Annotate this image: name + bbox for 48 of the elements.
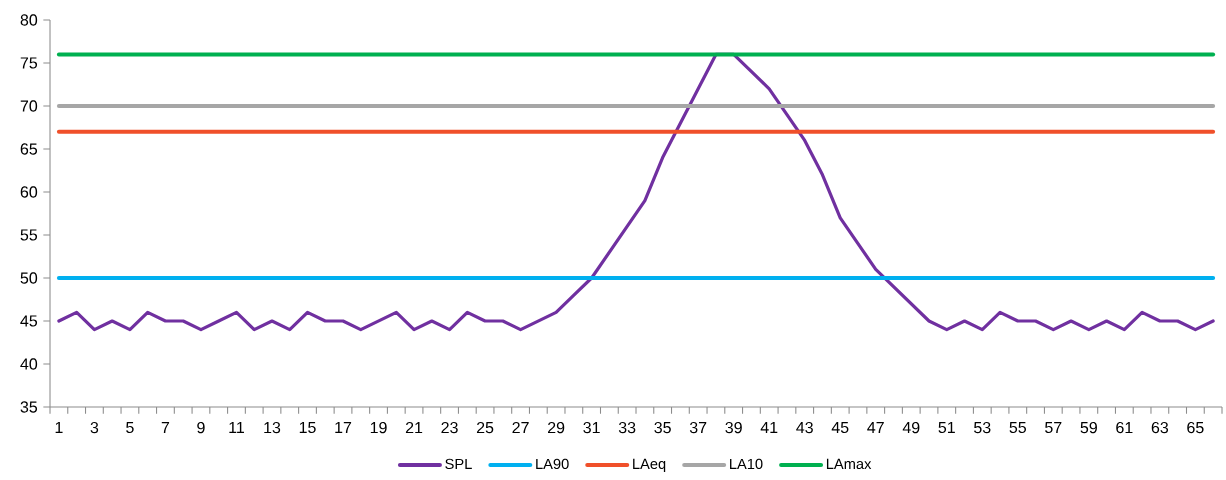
x-tick-label: 37 bbox=[689, 421, 707, 434]
y-tick-label: 50 bbox=[20, 272, 38, 284]
x-tick-label: 59 bbox=[1080, 421, 1097, 434]
y-tick-label: 65 bbox=[20, 143, 38, 155]
x-tick-label: 27 bbox=[512, 421, 529, 434]
x-tick-label: 9 bbox=[197, 421, 205, 434]
x-tick-label: 35 bbox=[654, 421, 671, 434]
x-tick-label: 25 bbox=[476, 421, 494, 434]
x-tick-label: 1 bbox=[55, 421, 63, 433]
x-tick-label: 5 bbox=[126, 421, 134, 434]
x-tick-label: 3 bbox=[90, 421, 99, 434]
x-tick-label: 43 bbox=[796, 421, 813, 434]
x-tick-label: 13 bbox=[264, 421, 281, 434]
x-tick-label: 31 bbox=[583, 421, 600, 434]
x-tick-label: 29 bbox=[548, 421, 565, 434]
x-tick-label: 17 bbox=[335, 421, 352, 433]
y-tick-label: 60 bbox=[20, 186, 38, 198]
x-tick-label: 41 bbox=[760, 421, 778, 433]
x-tick-label: 33 bbox=[618, 421, 636, 434]
legend-label: LA10 bbox=[730, 458, 763, 470]
x-tick-label: 63 bbox=[1151, 421, 1169, 434]
x-tick-label: 7 bbox=[161, 421, 170, 433]
x-tick-label: 15 bbox=[299, 421, 316, 434]
legend-label: LAmax bbox=[826, 458, 872, 470]
legend-label: SPL bbox=[445, 458, 472, 470]
x-tick-label: 51 bbox=[938, 421, 955, 434]
x-tick-label: 55 bbox=[1009, 421, 1027, 434]
x-tick-label: 61 bbox=[1116, 421, 1133, 434]
x-tick-label: 23 bbox=[441, 421, 458, 434]
y-tick-label: 45 bbox=[20, 315, 38, 327]
y-tick-label: 35 bbox=[20, 401, 38, 413]
y-tick-label: 70 bbox=[20, 100, 38, 112]
x-tick-label: 21 bbox=[405, 421, 423, 434]
x-tick-label: 57 bbox=[1045, 421, 1062, 434]
y-tick-label: 55 bbox=[20, 229, 38, 241]
x-tick-label: 49 bbox=[902, 421, 920, 434]
x-tick-label: 65 bbox=[1187, 421, 1204, 434]
x-tick-label: 39 bbox=[725, 421, 742, 434]
y-tick-label: 80 bbox=[20, 14, 38, 26]
x-tick-label: 45 bbox=[831, 421, 849, 434]
x-tick-label: 11 bbox=[229, 421, 244, 433]
legend-label: LAeq bbox=[633, 458, 666, 472]
x-tick-label: 47 bbox=[867, 421, 884, 433]
legend-label: LA90 bbox=[536, 458, 569, 470]
y-tick-label: 40 bbox=[20, 358, 38, 370]
x-tick-label: 19 bbox=[370, 421, 387, 434]
x-tick-label: 53 bbox=[974, 421, 991, 434]
y-tick-label: 75 bbox=[20, 57, 38, 69]
